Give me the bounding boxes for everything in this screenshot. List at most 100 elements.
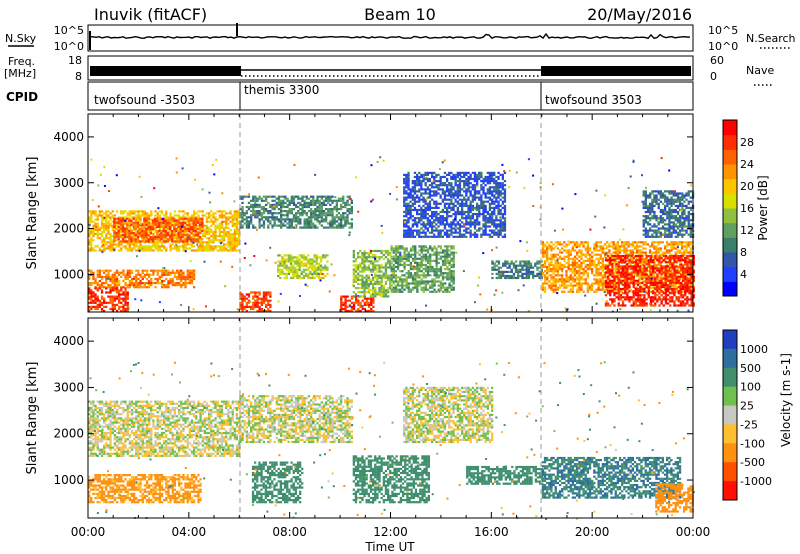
- echo-cell: [433, 253, 436, 256]
- echo-cell: [416, 261, 419, 264]
- echo-cell: [422, 192, 425, 195]
- echo-cell: [241, 303, 244, 306]
- echo-cell: [407, 225, 410, 228]
- echo-cell: [128, 228, 131, 231]
- echo-cell: [491, 213, 494, 216]
- echo-cell: [98, 237, 101, 240]
- echo-cell: [304, 272, 308, 275]
- echo-cell: [243, 195, 246, 198]
- echo-cell: [380, 280, 383, 283]
- echo-cell: [214, 218, 217, 221]
- echo-cell: [510, 262, 513, 265]
- echo-cell: [269, 205, 272, 209]
- echo-cell: [374, 266, 377, 269]
- echo-cell: [136, 238, 140, 241]
- echo-cell: [342, 303, 345, 306]
- echo-cell: [118, 301, 121, 304]
- echo-cell: [346, 295, 349, 298]
- echo-cell: [103, 305, 106, 308]
- echo-cell: [327, 210, 330, 213]
- echo-cell: [420, 270, 423, 273]
- echo-cell: [394, 259, 398, 262]
- echo-cell: [469, 204, 472, 207]
- echo-cell: [363, 297, 366, 300]
- echo-cell: [499, 192, 502, 195]
- echo-cell: [117, 236, 120, 239]
- echo-cell: [389, 280, 392, 283]
- echo-cell: [428, 200, 432, 203]
- echo-cell: [387, 295, 390, 298]
- echo-cell: [340, 205, 343, 209]
- echo-cell: [303, 220, 306, 223]
- echo-cell: [578, 259, 581, 262]
- echo-cell: [473, 180, 477, 183]
- echo-cell: [411, 235, 414, 238]
- echo-cell: [563, 241, 566, 244]
- echo-cell: [208, 232, 211, 236]
- echo-cell: [166, 227, 170, 231]
- echo-cell: [233, 241, 236, 244]
- echo-cell: [113, 307, 116, 311]
- freq-band-last: [541, 66, 691, 76]
- echo-cell: [433, 200, 436, 203]
- echo-cell: [416, 288, 419, 291]
- echo-cell: [536, 266, 539, 269]
- echo-cell: [439, 188, 442, 191]
- echo-cell: [277, 197, 281, 200]
- echo-cell: [471, 171, 474, 174]
- echo-cell: [508, 262, 511, 265]
- echo-cell: [503, 219, 507, 222]
- echo-cell: [357, 256, 360, 259]
- echo-cell: [156, 230, 159, 233]
- echo-cell: [265, 218, 268, 221]
- echo-cell: [100, 289, 104, 292]
- echo-cell: [122, 297, 125, 300]
- echo-cell: [201, 249, 204, 252]
- echo-cell: [407, 182, 410, 185]
- echo-cell: [350, 301, 354, 304]
- echo-cell: [491, 192, 494, 195]
- echo-cell: [454, 215, 457, 218]
- echo-cell: [92, 239, 95, 242]
- echo-cell: [461, 213, 464, 216]
- echo-cell: [284, 205, 287, 209]
- echo-cell: [458, 192, 462, 195]
- echo-cell: [286, 203, 289, 206]
- echo-cell: [123, 232, 127, 235]
- echo-cell: [150, 279, 153, 283]
- echo-cell: [235, 243, 239, 246]
- echo-cell: [331, 226, 334, 229]
- echo-cell: [287, 258, 291, 261]
- echo-cell: [156, 247, 159, 250]
- echo-cell: [109, 232, 112, 236]
- echo-cell: [310, 220, 313, 223]
- echo-cell: [461, 171, 464, 174]
- echo-cell: [133, 243, 136, 246]
- echo-cell: [134, 223, 137, 226]
- echo-cell: [497, 192, 500, 195]
- echo-cell: [196, 240, 200, 243]
- echo-cell: [88, 235, 91, 238]
- echo-cell: [307, 210, 311, 213]
- echo-cell: [567, 257, 570, 260]
- echo-cell: [465, 219, 468, 222]
- echo-cell: [314, 212, 317, 215]
- echo-cell: [120, 216, 123, 219]
- echo-cell: [292, 216, 296, 219]
- echo-cell: [491, 229, 494, 232]
- echo-cell: [372, 264, 375, 267]
- echo-cell: [473, 233, 477, 236]
- echo-cell: [463, 180, 466, 183]
- echo-cell: [109, 239, 112, 242]
- echo-cell: [165, 277, 168, 281]
- echo-cell: [469, 190, 472, 193]
- echo-cell: [399, 278, 402, 281]
- echo-cell: [312, 224, 315, 227]
- echo-cell: [448, 263, 451, 267]
- echo-cell: [370, 297, 373, 300]
- echo-cell: [182, 232, 185, 236]
- echo-cell: [279, 260, 282, 263]
- echo-cell: [126, 232, 129, 235]
- echo-cell: [158, 241, 161, 244]
- echo-cell: [256, 297, 259, 300]
